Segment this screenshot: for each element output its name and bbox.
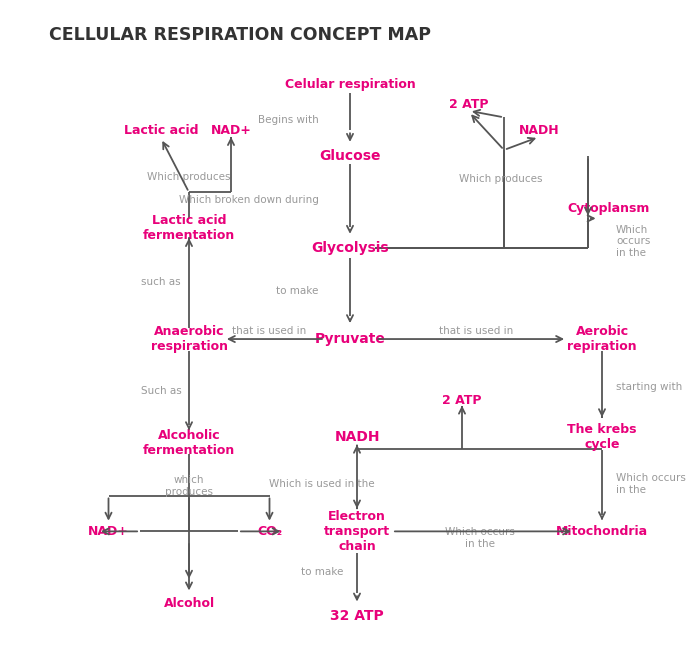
Text: Which broken down during: Which broken down during (178, 195, 318, 205)
Text: Such as: Such as (141, 385, 181, 396)
Text: Lactic acid
fermentation: Lactic acid fermentation (143, 215, 235, 242)
Text: The krebs
cycle: The krebs cycle (567, 423, 637, 451)
Text: which
produces: which produces (165, 475, 213, 497)
Text: Cytoplansm: Cytoplansm (568, 202, 650, 215)
Text: Which produces: Which produces (458, 173, 542, 184)
Text: CO₂: CO₂ (257, 525, 282, 538)
Text: 2 ATP: 2 ATP (449, 98, 489, 111)
Text: Mitochondria: Mitochondria (556, 525, 648, 538)
Text: Which
occurs
in the: Which occurs in the (616, 225, 650, 258)
Text: to make: to make (276, 286, 318, 297)
Text: Which occurs
in the: Which occurs in the (616, 473, 686, 495)
Text: starting with: starting with (616, 382, 682, 393)
Text: Lactic acid: Lactic acid (124, 124, 198, 137)
Text: Aerobic
repiration: Aerobic repiration (567, 325, 637, 353)
Text: Which occurs
in the: Which occurs in the (444, 527, 514, 549)
Text: Alcoholic
fermentation: Alcoholic fermentation (143, 430, 235, 457)
Text: Pyruvate: Pyruvate (314, 332, 386, 346)
Text: Celular respiration: Celular respiration (285, 78, 415, 91)
Text: Glucose: Glucose (319, 149, 381, 164)
Text: CELLULAR RESPIRATION CONCEPT MAP: CELLULAR RESPIRATION CONCEPT MAP (49, 26, 431, 44)
Text: such as: such as (141, 276, 181, 287)
Text: 32 ATP: 32 ATP (330, 609, 384, 623)
Text: NAD+: NAD+ (88, 525, 129, 538)
Text: that is used in: that is used in (232, 325, 307, 336)
Text: Which is used in the: Which is used in the (270, 479, 374, 489)
Text: Which produces: Which produces (147, 172, 231, 183)
Text: NAD+: NAD+ (211, 124, 251, 137)
Text: to make: to make (301, 567, 343, 578)
Text: Electron
transport
chain: Electron transport chain (324, 510, 390, 553)
Text: Alcohol: Alcohol (163, 597, 215, 610)
Text: 2 ATP: 2 ATP (442, 394, 482, 408)
Text: that is used in: that is used in (439, 325, 513, 336)
Text: NADH: NADH (335, 430, 379, 444)
Text: NADH: NADH (519, 124, 559, 137)
Text: Anaerobic
respiration: Anaerobic respiration (150, 325, 228, 353)
Text: Begins with: Begins with (258, 115, 319, 125)
Text: Glycolysis: Glycolysis (312, 241, 388, 255)
